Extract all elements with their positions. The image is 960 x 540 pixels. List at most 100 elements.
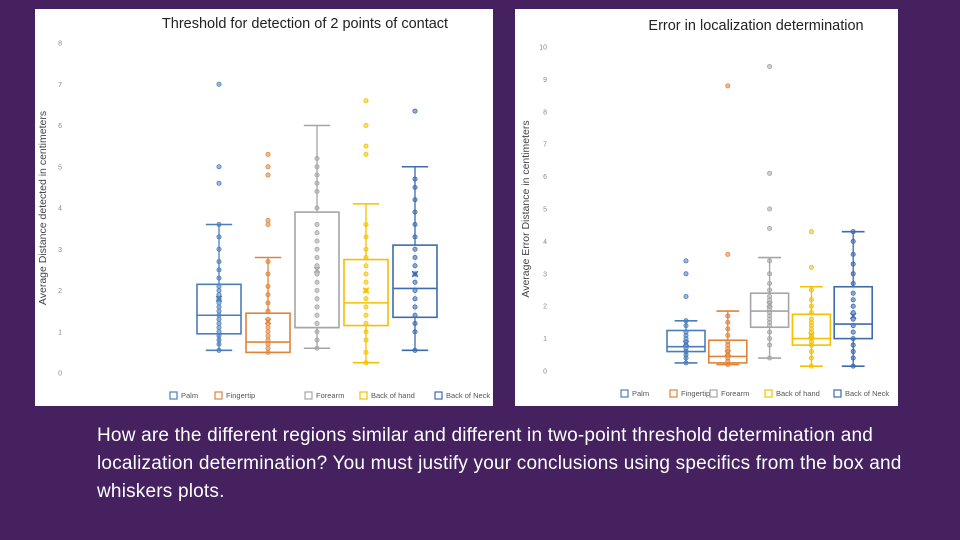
box-fingertip bbox=[245, 151, 291, 355]
chart-title: Error in localization determination bbox=[648, 18, 863, 34]
data-point bbox=[314, 263, 320, 269]
legend-label: Back of hand bbox=[371, 391, 415, 400]
data-point bbox=[265, 329, 271, 335]
y-tick-label: 3 bbox=[58, 247, 62, 254]
data-point bbox=[265, 300, 271, 306]
data-point bbox=[767, 271, 773, 277]
mean-marker bbox=[808, 332, 815, 339]
data-point bbox=[216, 329, 222, 335]
data-point bbox=[412, 329, 418, 335]
data-point bbox=[314, 304, 320, 310]
legend-label: Palm bbox=[632, 389, 649, 398]
data-point bbox=[363, 312, 369, 318]
data-point bbox=[216, 308, 222, 314]
localization-chart-panel: Error in localization determination Avera… bbox=[515, 9, 898, 406]
data-point bbox=[216, 292, 222, 298]
data-point bbox=[850, 316, 856, 322]
y-axis-label: Average Distance detected in centimeters bbox=[37, 111, 49, 305]
data-point bbox=[314, 254, 320, 260]
box-forearm bbox=[749, 63, 790, 361]
data-point bbox=[683, 271, 689, 277]
y-tick-label: 1 bbox=[543, 336, 547, 343]
legend-label: Forearm bbox=[316, 391, 344, 400]
data-point bbox=[265, 337, 271, 343]
data-point bbox=[363, 123, 369, 129]
data-point bbox=[412, 254, 418, 260]
legend-swatch bbox=[833, 389, 842, 398]
data-point bbox=[767, 281, 773, 287]
data-point bbox=[683, 258, 689, 264]
mean-marker bbox=[682, 340, 690, 347]
data-point bbox=[363, 221, 369, 227]
mean-marker bbox=[362, 287, 370, 294]
data-point bbox=[314, 329, 320, 335]
data-point bbox=[363, 329, 369, 335]
data-point bbox=[808, 316, 814, 322]
data-point bbox=[767, 206, 773, 212]
data-point bbox=[412, 176, 418, 182]
data-point bbox=[314, 320, 320, 326]
data-point bbox=[216, 341, 222, 347]
data-point bbox=[412, 304, 418, 310]
data-point bbox=[412, 263, 418, 269]
data-point bbox=[767, 170, 773, 176]
box-forearm bbox=[294, 124, 340, 351]
data-point bbox=[363, 349, 369, 355]
data-point bbox=[808, 310, 814, 316]
data-point bbox=[363, 143, 369, 149]
y-tick-label: 7 bbox=[543, 142, 547, 149]
data-point bbox=[850, 355, 856, 361]
data-point bbox=[265, 151, 271, 157]
data-point bbox=[363, 279, 369, 285]
mean-marker bbox=[215, 295, 223, 303]
data-point bbox=[265, 345, 271, 351]
data-point bbox=[265, 308, 271, 314]
data-point bbox=[850, 303, 856, 309]
data-point bbox=[412, 108, 418, 114]
box-fingertip bbox=[708, 83, 748, 368]
data-point bbox=[412, 184, 418, 190]
data-point bbox=[850, 238, 856, 244]
legend-swatch bbox=[620, 389, 629, 398]
data-point bbox=[216, 333, 222, 339]
data-point bbox=[265, 283, 271, 289]
data-point bbox=[216, 320, 222, 326]
data-point bbox=[363, 360, 369, 366]
threshold-chart-panel: Threshold for detection of 2 points of c… bbox=[35, 9, 493, 406]
data-point bbox=[850, 271, 856, 277]
mean-marker bbox=[766, 301, 773, 308]
data-point bbox=[265, 221, 271, 227]
mean-marker bbox=[313, 266, 321, 274]
data-point bbox=[265, 325, 271, 331]
y-tick-label: 10 bbox=[539, 45, 547, 52]
data-point bbox=[850, 297, 856, 303]
mean-marker bbox=[264, 318, 272, 325]
data-point bbox=[363, 304, 369, 310]
y-tick-label: 0 bbox=[543, 369, 547, 376]
data-point bbox=[725, 83, 731, 89]
data-point bbox=[314, 205, 320, 211]
y-tick-label: 1 bbox=[58, 329, 62, 336]
data-point bbox=[265, 259, 271, 265]
data-point bbox=[725, 339, 731, 345]
data-point bbox=[216, 304, 222, 310]
data-point bbox=[808, 229, 814, 235]
y-tick-label: 6 bbox=[58, 123, 62, 130]
y-tick-label: 5 bbox=[543, 207, 547, 214]
legend-label: Forearm bbox=[721, 389, 749, 398]
chart-title: Threshold for detection of 2 points of c… bbox=[162, 16, 448, 32]
data-point bbox=[216, 259, 222, 265]
legend-label: Palm bbox=[181, 391, 198, 400]
data-point bbox=[808, 355, 814, 361]
box-back-of-hand bbox=[343, 98, 389, 366]
data-point bbox=[412, 234, 418, 240]
data-point bbox=[767, 342, 773, 348]
y-tick-label: 0 bbox=[58, 371, 62, 378]
threshold-chart: Threshold for detection of 2 points of c… bbox=[37, 16, 490, 400]
localization-chart: Error in localization determination Avera… bbox=[520, 18, 889, 398]
data-point bbox=[265, 292, 271, 298]
data-point bbox=[216, 337, 222, 343]
data-point bbox=[808, 287, 814, 293]
legend-swatch bbox=[764, 389, 773, 398]
mean-marker bbox=[411, 270, 419, 278]
